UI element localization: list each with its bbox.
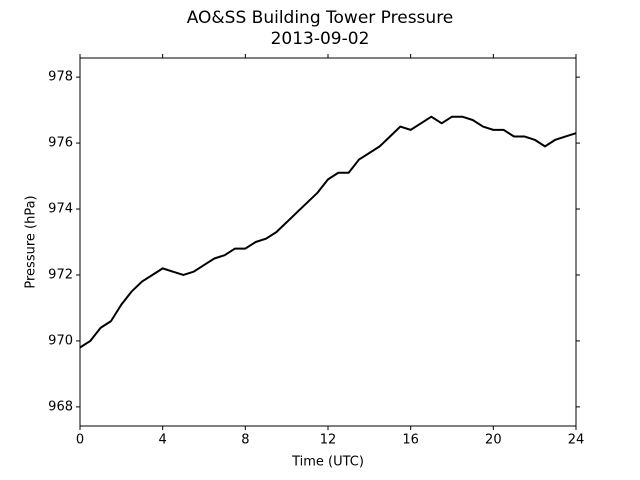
x-tick-label: 20 xyxy=(485,433,502,448)
x-tick-label: 16 xyxy=(402,433,419,448)
y-axis-label: Pressure (hPa) xyxy=(24,195,39,288)
y-tick-label: 970 xyxy=(48,333,73,348)
y-tick-label: 974 xyxy=(48,202,73,217)
chart-subtitle: 2013-09-02 xyxy=(271,29,370,49)
chart-title: AO&SS Building Tower Pressure xyxy=(187,8,454,28)
y-tick-label: 976 xyxy=(48,136,73,151)
x-axis-label: Time (UTC) xyxy=(291,455,364,470)
x-tick-label: 0 xyxy=(76,433,84,448)
x-tick-label: 8 xyxy=(241,433,249,448)
y-tick-label: 972 xyxy=(48,267,73,282)
y-tick-label: 968 xyxy=(48,399,73,414)
y-tick-label: 978 xyxy=(48,70,73,85)
x-tick-label: 24 xyxy=(568,433,585,448)
x-tick-label: 4 xyxy=(159,433,167,448)
data-line xyxy=(79,115,577,349)
x-tick-label: 12 xyxy=(320,433,337,448)
